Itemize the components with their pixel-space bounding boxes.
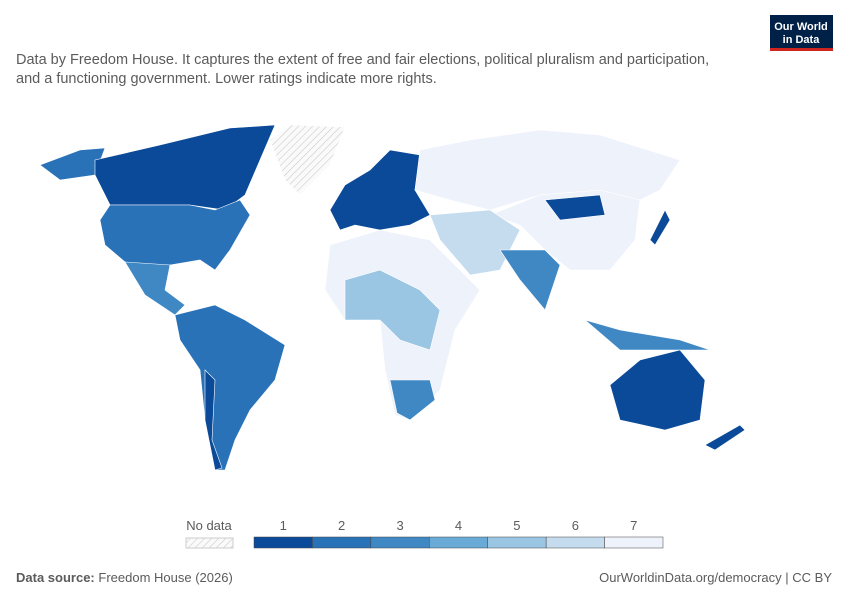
legend-swatch: [487, 536, 547, 549]
region: [584, 319, 711, 351]
region: [499, 249, 561, 311]
legend-swatch: [604, 536, 664, 549]
source-label: Data source:: [16, 570, 95, 585]
region: [94, 124, 276, 211]
region: [544, 194, 606, 221]
region: [124, 261, 186, 316]
region: [204, 369, 223, 471]
logo-underline: [770, 48, 833, 51]
region: [704, 424, 746, 451]
region: [174, 304, 286, 471]
logo[interactable]: Our World in Data: [770, 15, 833, 51]
legend-label: 6: [572, 518, 579, 533]
legend-label: 2: [338, 518, 345, 533]
world-map: [39, 124, 746, 471]
legend-swatch: [312, 536, 372, 549]
legend-swatch: [429, 536, 488, 549]
region: [389, 379, 436, 421]
region: [429, 209, 521, 276]
region: [99, 199, 251, 271]
legend-label: 1: [280, 518, 287, 533]
source: Data source: Freedom House (2026): [16, 570, 233, 585]
subtitle-line: and a functioning government. Lower rati…: [16, 71, 437, 87]
legend: No data 1 2 3 4 5 6 7: [185, 518, 664, 549]
legend-label: 5: [513, 518, 520, 533]
legend-label: No data: [186, 518, 232, 533]
logo-box: [770, 15, 833, 50]
legend-swatch: [185, 537, 234, 549]
legend-swatch: [545, 536, 605, 549]
region: [609, 349, 706, 431]
legend-swatch: [370, 536, 430, 549]
subtitle-line: Data by Freedom House. It captures the e…: [16, 52, 710, 68]
logo-text: in Data: [783, 34, 821, 46]
region: [269, 124, 346, 196]
legend-label: 4: [455, 518, 462, 533]
region: [649, 209, 671, 246]
legend-label: 7: [630, 518, 637, 533]
region: [329, 149, 431, 231]
legend-swatch: [253, 536, 313, 549]
logo-text: Our World: [774, 21, 828, 33]
region: [344, 269, 441, 351]
legend-label: 3: [396, 518, 403, 533]
url[interactable]: OurWorldinData.org/democracy | CC BY: [599, 570, 832, 585]
source-text: Freedom House (2026): [98, 570, 232, 585]
